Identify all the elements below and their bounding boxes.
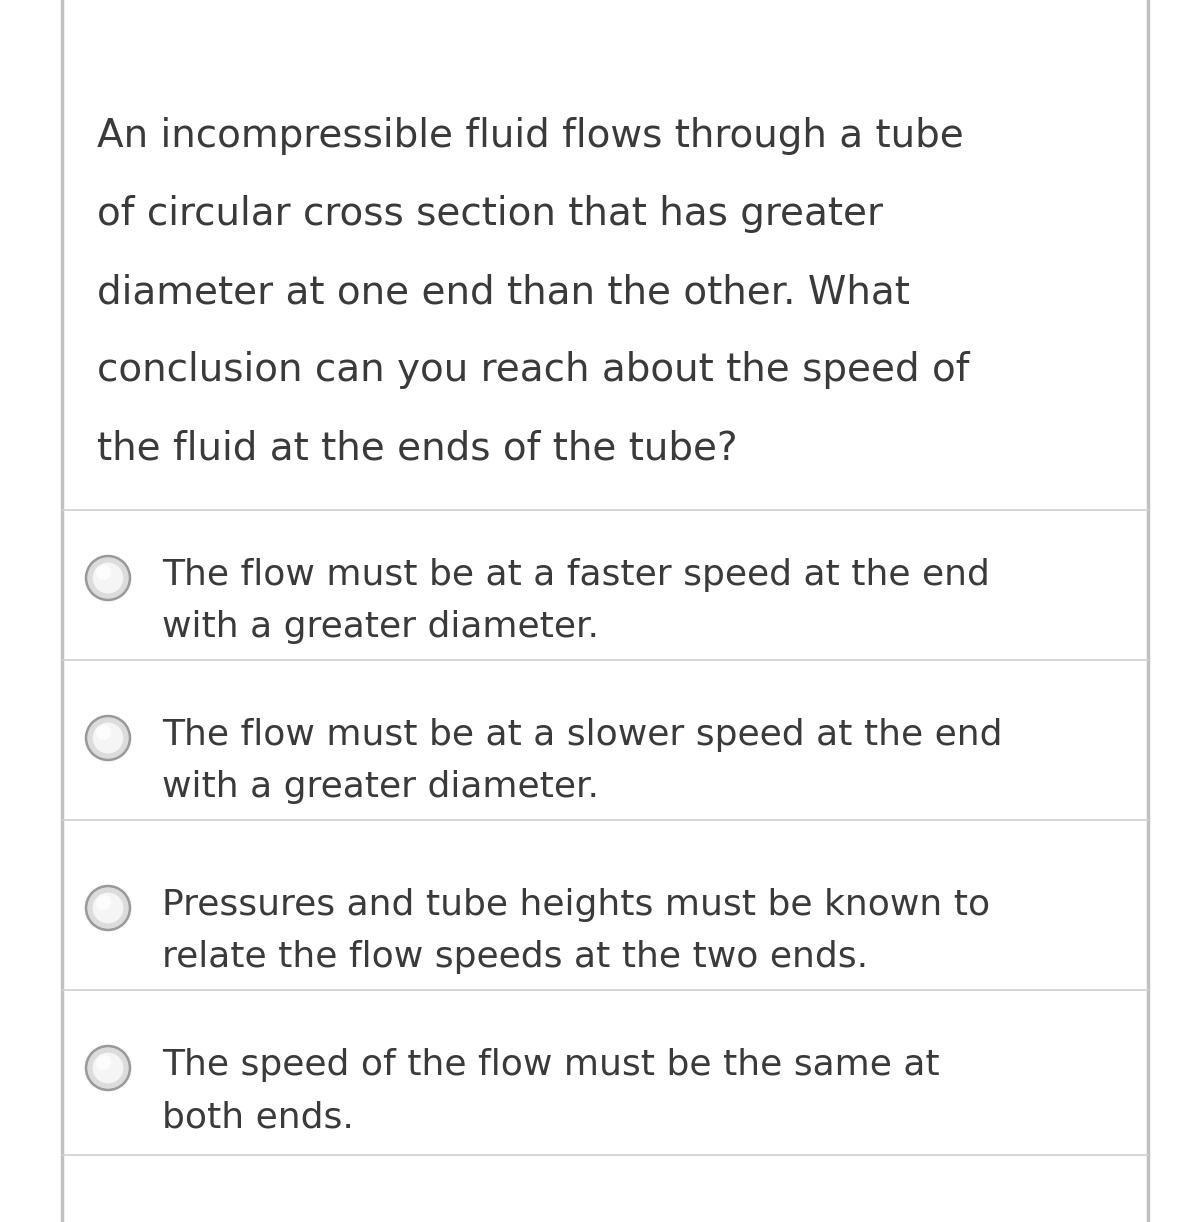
Text: diameter at one end than the other. What: diameter at one end than the other. What: [97, 273, 910, 312]
Text: with a greater diameter.: with a greater diameter.: [162, 770, 599, 804]
Text: Pressures and tube heights must be known to: Pressures and tube heights must be known…: [162, 888, 990, 923]
Text: The speed of the flow must be the same at: The speed of the flow must be the same a…: [162, 1048, 940, 1081]
Text: An incompressible fluid flows through a tube: An incompressible fluid flows through a …: [97, 117, 964, 155]
Text: conclusion can you reach about the speed of: conclusion can you reach about the speed…: [97, 351, 970, 389]
Text: of circular cross section that has greater: of circular cross section that has great…: [97, 196, 883, 233]
Text: both ends.: both ends.: [162, 1100, 354, 1134]
Circle shape: [96, 725, 112, 741]
Text: the fluid at the ends of the tube?: the fluid at the ends of the tube?: [97, 429, 738, 467]
Circle shape: [96, 895, 112, 910]
Text: The flow must be at a faster speed at the end: The flow must be at a faster speed at th…: [162, 558, 990, 591]
Circle shape: [96, 565, 112, 580]
Circle shape: [92, 562, 124, 594]
Circle shape: [86, 1046, 130, 1090]
Text: The flow must be at a slower speed at the end: The flow must be at a slower speed at th…: [162, 719, 1002, 752]
Circle shape: [86, 556, 130, 600]
Circle shape: [86, 886, 130, 930]
Circle shape: [86, 716, 130, 760]
Text: relate the flow speeds at the two ends.: relate the flow speeds at the two ends.: [162, 940, 868, 974]
Circle shape: [92, 722, 124, 754]
Text: with a greater diameter.: with a greater diameter.: [162, 610, 599, 644]
Circle shape: [96, 1055, 112, 1070]
Circle shape: [92, 1052, 124, 1084]
Circle shape: [92, 892, 124, 924]
